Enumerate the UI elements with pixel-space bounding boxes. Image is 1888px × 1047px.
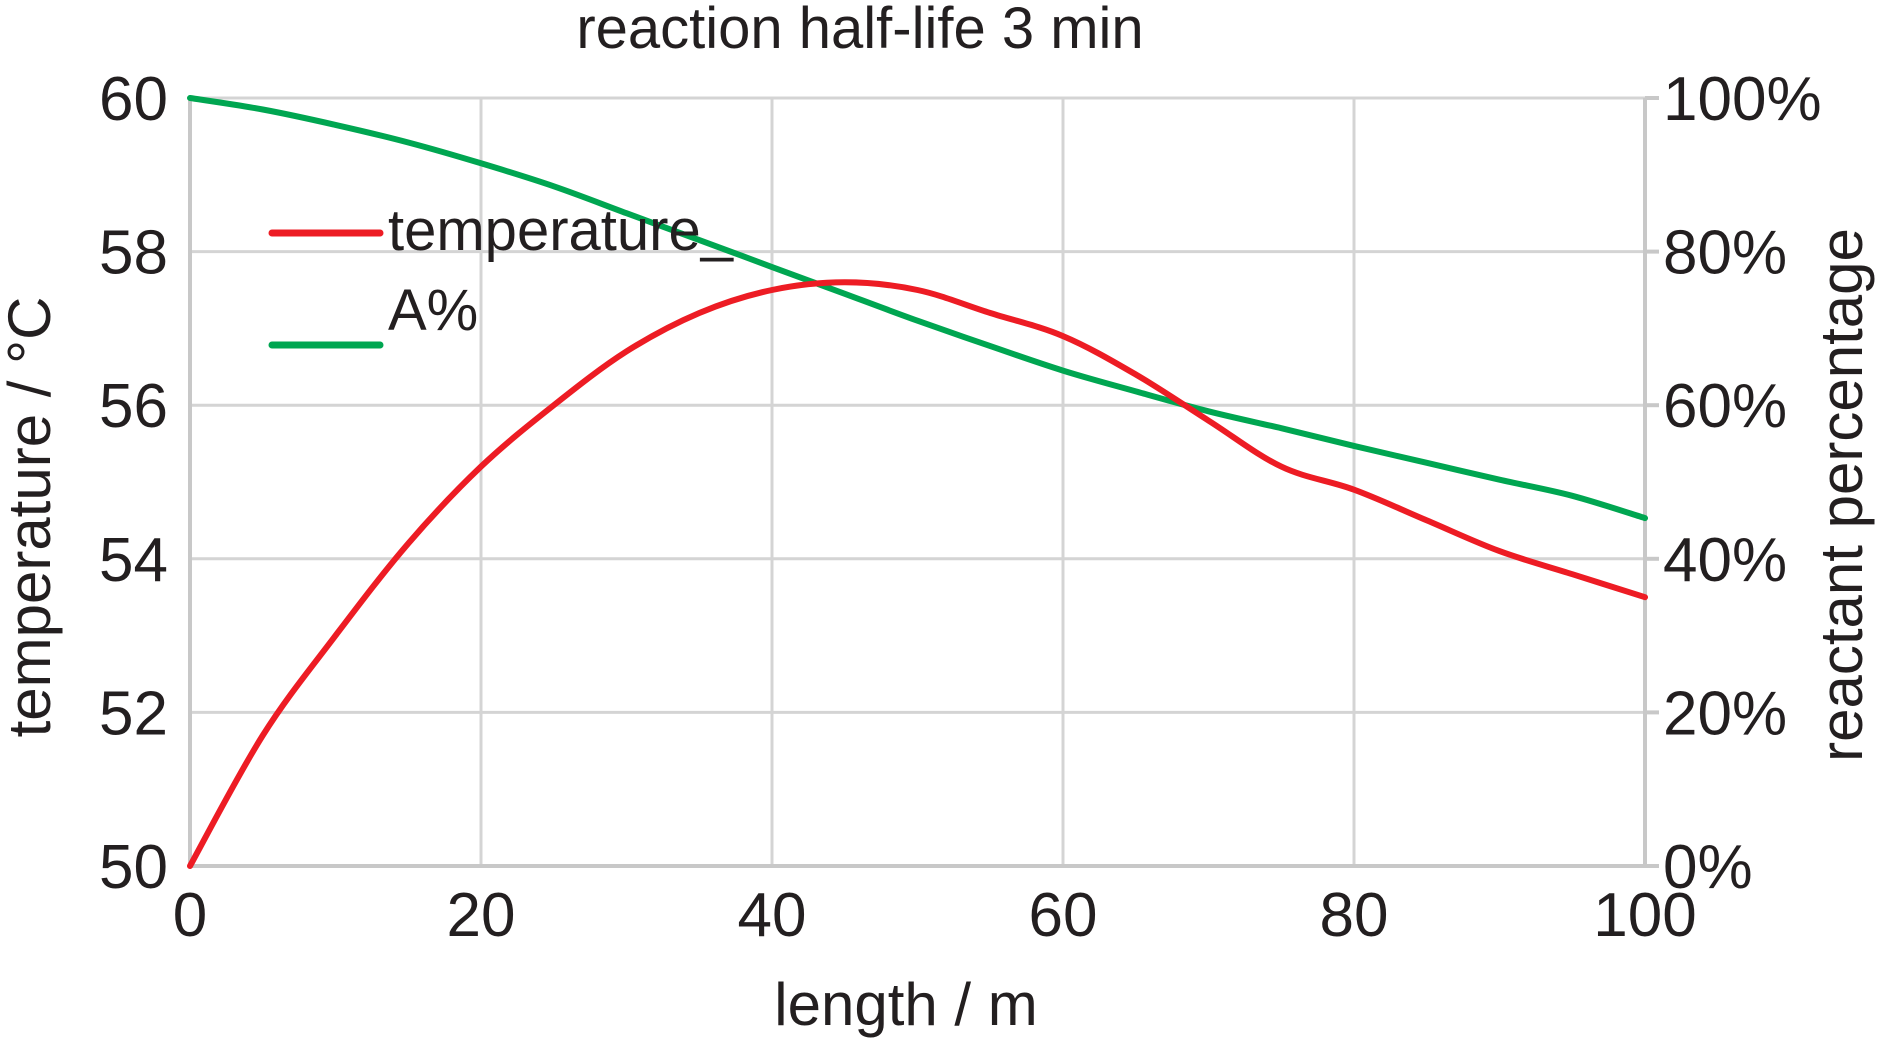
x-axis-title: length / m <box>774 971 1037 1038</box>
y2-axis-title: reactant percentage <box>1808 228 1875 762</box>
x-tick-label: 60 <box>1029 881 1098 950</box>
legend-label-temperature: temperature_ <box>388 198 734 263</box>
y-tick-label: 60 <box>99 65 168 134</box>
x-tick-label: 80 <box>1320 881 1389 950</box>
legend-label-reactant: A% <box>388 278 478 343</box>
y2-tick-label: 20% <box>1663 679 1787 748</box>
tick-labels: 0 20 40 60 80 100 50 52 54 56 58 60 0% 20% 40% 60% 80% 10… <box>99 65 1822 950</box>
y-axis-title: temperature / °C <box>0 297 63 738</box>
axes <box>188 96 1659 868</box>
y2-tick-label: 60% <box>1663 372 1787 441</box>
y2-tick-label: 100% <box>1663 65 1822 134</box>
series-line-temperature <box>187 279 1648 869</box>
y2-tick-label: 40% <box>1663 526 1787 595</box>
x-tick-label: 0 <box>173 881 207 950</box>
x-tick-label: 40 <box>738 881 807 950</box>
y-tick-label: 54 <box>99 526 168 595</box>
grid-lines <box>190 96 1645 866</box>
y-tick-label: 52 <box>99 679 168 748</box>
y-tick-label: 58 <box>99 219 168 288</box>
y-tick-label: 56 <box>99 372 168 441</box>
legend: temperature_ A% <box>268 198 734 349</box>
x-tick-label: 20 <box>447 881 516 950</box>
y2-tick-label: 0% <box>1663 833 1753 902</box>
x-tick-label: 100 <box>1593 881 1696 950</box>
y2-tick-label: 80% <box>1663 219 1787 288</box>
series-line-reactant-percentage <box>187 95 1648 522</box>
y-tick-label: 50 <box>99 833 168 902</box>
chart-title: reaction half-life 3 min <box>576 0 1143 61</box>
series-lines <box>187 95 1648 869</box>
